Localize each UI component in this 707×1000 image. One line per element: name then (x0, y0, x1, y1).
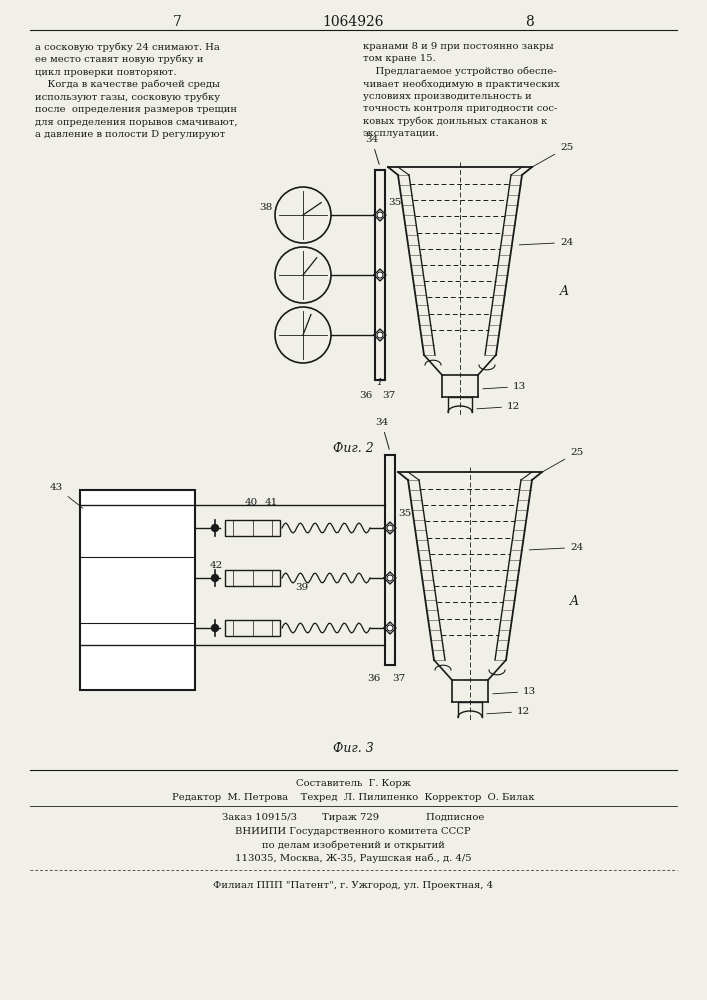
Circle shape (387, 625, 393, 631)
Text: 35: 35 (388, 198, 402, 207)
Text: 37: 37 (392, 674, 405, 683)
Text: 13: 13 (483, 382, 526, 391)
Text: 12: 12 (487, 707, 530, 716)
Text: 43: 43 (50, 483, 83, 508)
Circle shape (211, 624, 218, 632)
Circle shape (377, 272, 383, 278)
Text: 35: 35 (398, 509, 411, 518)
Text: Фиг. 2: Фиг. 2 (332, 442, 373, 454)
Text: A: A (560, 285, 569, 298)
Text: 24: 24 (530, 543, 583, 552)
Bar (225, 570, 280, 586)
Text: 41: 41 (265, 498, 279, 507)
Text: A: A (570, 595, 579, 608)
Bar (225, 620, 280, 636)
Text: кранами 8 и 9 при постоянно закры
том кране 15.
    Предлагаемое устройство обес: кранами 8 и 9 при постоянно закры том кр… (363, 42, 560, 138)
Text: 24: 24 (519, 238, 573, 247)
Text: 37: 37 (382, 391, 395, 400)
Text: 12: 12 (477, 402, 520, 411)
Circle shape (387, 575, 393, 581)
Text: Фиг. 3: Фиг. 3 (332, 742, 373, 754)
Circle shape (377, 332, 383, 338)
Text: 36: 36 (367, 674, 380, 683)
Text: 1: 1 (376, 378, 382, 387)
Text: по делам изобретений и открытий: по делам изобретений и открытий (262, 840, 445, 850)
Text: 7: 7 (173, 15, 182, 29)
Text: 25: 25 (539, 448, 583, 474)
Text: 13: 13 (493, 687, 536, 696)
Text: 40: 40 (245, 498, 258, 507)
Circle shape (211, 524, 218, 532)
Bar (225, 520, 280, 536)
Circle shape (211, 574, 218, 582)
Bar (80, 490, 195, 690)
Circle shape (387, 525, 393, 531)
Text: а сосковую трубку 24 снимают. На
ее место ставят новую трубку и
цикл проверки по: а сосковую трубку 24 снимают. На ее мест… (35, 42, 238, 139)
Text: Редактор  М. Петрова    Техред  Л. Пилипенко  Корректор  О. Билак: Редактор М. Петрова Техред Л. Пилипенко … (172, 792, 534, 802)
Text: Заказ 10915/3        Тираж 729               Подписное: Заказ 10915/3 Тираж 729 Подписное (222, 814, 484, 822)
Text: 42: 42 (210, 561, 223, 570)
Text: 34: 34 (365, 135, 379, 164)
Text: 8: 8 (525, 15, 534, 29)
Text: 1064926: 1064926 (322, 15, 384, 29)
Text: 36: 36 (358, 391, 372, 400)
Text: 113035, Москва, Ж-35, Раушская наб., д. 4/5: 113035, Москва, Ж-35, Раушская наб., д. … (235, 853, 472, 863)
Text: Составитель  Г. Корж: Составитель Г. Корж (296, 778, 411, 788)
Text: Филиал ППП "Патент", г. Ужгород, ул. Проектная, 4: Филиал ППП "Патент", г. Ужгород, ул. Про… (213, 880, 493, 890)
Text: 38: 38 (259, 203, 272, 212)
Text: 39: 39 (295, 583, 308, 592)
Text: 25: 25 (530, 143, 573, 169)
Text: ВНИИПИ Государственного комитета СССР: ВНИИПИ Государственного комитета СССР (235, 828, 471, 836)
Circle shape (377, 212, 383, 218)
Text: 34: 34 (375, 418, 390, 449)
